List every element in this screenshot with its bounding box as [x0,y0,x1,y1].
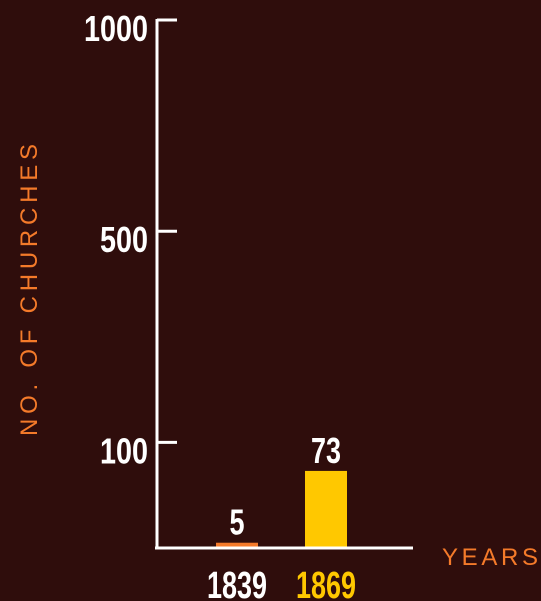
bar-1839 [216,542,258,547]
y-tick-label: 500 [100,219,148,260]
x-category-label: 1839 [207,565,267,601]
y-ticks: 100 500 1000 [84,8,177,471]
y-tick-label: 1000 [84,8,148,49]
y-axis-title: NO. OF CHURCHES [16,144,43,436]
x-category-label: 1869 [296,565,356,601]
bar-value-label: 73 [311,430,341,471]
bars: 5 1839 73 1869 [207,430,356,601]
bar-1869 [305,470,347,547]
x-axis-title: YEARS [442,544,538,571]
bar-value-label: 5 [230,502,245,543]
y-tick-label: 100 [100,430,148,471]
